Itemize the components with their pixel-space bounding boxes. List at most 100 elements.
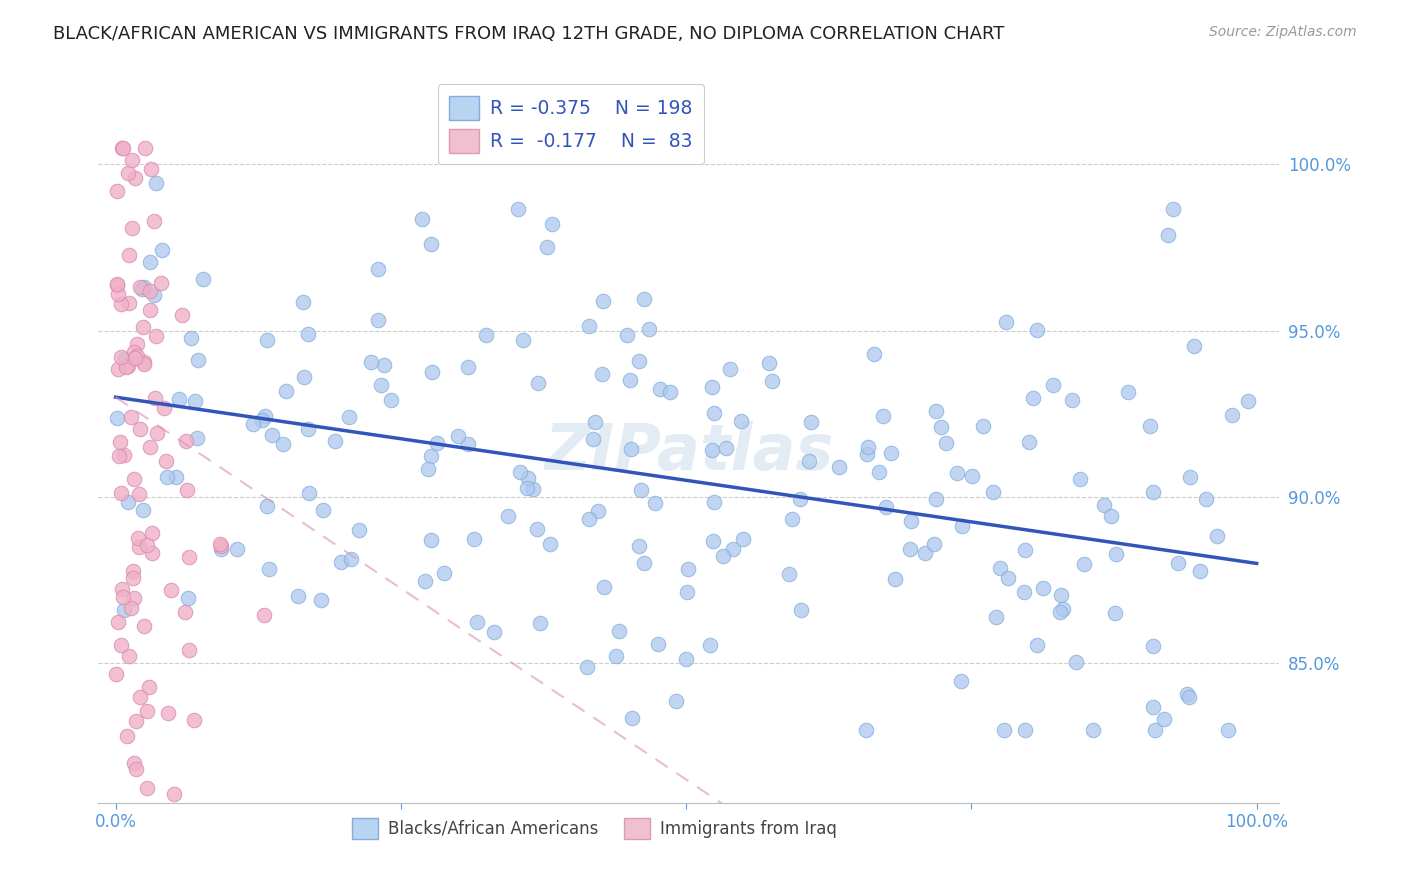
Point: [496, 509, 519, 524]
Point: [110, 350, 132, 364]
Point: [676, 562, 699, 576]
Point: [575, 660, 598, 674]
Point: [1073, 558, 1095, 572]
Point: [1143, 723, 1166, 737]
Point: [250, 413, 273, 427]
Point: [117, 359, 139, 373]
Point: [183, 713, 205, 727]
Point: [256, 499, 278, 513]
Point: [929, 419, 952, 434]
Point: [209, 537, 232, 551]
Point: [150, 243, 173, 257]
Point: [367, 313, 389, 327]
Point: [128, 487, 150, 501]
Point: [187, 352, 209, 367]
Point: [583, 415, 606, 429]
Text: BLACK/AFRICAN AMERICAN VS IMMIGRANTS FROM IRAQ 12TH GRADE, NO DIPLOMA CORRELATIO: BLACK/AFRICAN AMERICAN VS IMMIGRANTS FRO…: [53, 25, 1005, 43]
Point: [292, 370, 315, 384]
Point: [419, 237, 441, 252]
Point: [703, 495, 725, 509]
Point: [420, 449, 443, 463]
Point: [132, 619, 155, 633]
Point: [1157, 227, 1180, 242]
Point: [337, 410, 360, 425]
Point: [114, 448, 136, 462]
Point: [118, 296, 141, 310]
Point: [647, 637, 669, 651]
Point: [122, 591, 145, 606]
Point: [993, 723, 1015, 737]
Point: [108, 449, 131, 463]
Point: [790, 602, 813, 616]
Point: [124, 351, 146, 365]
Point: [347, 524, 370, 538]
Point: [586, 504, 609, 518]
Point: [718, 362, 741, 376]
Point: [117, 495, 139, 509]
Point: [914, 546, 936, 560]
Point: [482, 624, 505, 639]
Point: [527, 376, 550, 390]
Point: [297, 327, 319, 342]
Point: [107, 361, 129, 376]
Point: [950, 674, 973, 689]
Legend: Blacks/African Americans, Immigrants from Iraq: Blacks/African Americans, Immigrants fro…: [344, 811, 844, 846]
Point: [526, 522, 548, 536]
Point: [797, 454, 820, 468]
Point: [132, 320, 155, 334]
Point: [1026, 323, 1049, 337]
Point: [209, 541, 232, 556]
Point: [170, 308, 193, 322]
Point: [141, 162, 163, 177]
Point: [1032, 582, 1054, 596]
Point: [122, 472, 145, 486]
Point: [415, 574, 437, 588]
Point: [419, 533, 441, 547]
Point: [1139, 419, 1161, 434]
Point: [145, 329, 167, 343]
Point: [125, 337, 148, 351]
Point: [132, 280, 155, 294]
Point: [167, 392, 190, 406]
Point: [879, 446, 901, 460]
Point: [135, 704, 157, 718]
Point: [117, 729, 139, 743]
Point: [370, 378, 392, 392]
Point: [226, 542, 249, 557]
Point: [121, 220, 143, 235]
Point: [925, 403, 948, 417]
Point: [311, 502, 333, 516]
Point: [121, 153, 143, 167]
Point: [177, 643, 200, 657]
Point: [107, 287, 129, 301]
Point: [260, 428, 283, 442]
Point: [107, 615, 129, 629]
Text: Source: ZipAtlas.com: Source: ZipAtlas.com: [1209, 25, 1357, 39]
Point: [1178, 690, 1201, 704]
Point: [578, 512, 600, 526]
Point: [761, 374, 783, 388]
Point: [174, 434, 197, 448]
Point: [1161, 202, 1184, 216]
Point: [1052, 602, 1074, 616]
Point: [856, 447, 879, 461]
Point: [1205, 529, 1227, 543]
Point: [177, 591, 200, 605]
Point: [121, 564, 143, 578]
Point: [191, 272, 214, 286]
Point: [1237, 394, 1260, 409]
Point: [418, 462, 440, 476]
Point: [1175, 687, 1198, 701]
Point: [1014, 585, 1036, 599]
Point: [633, 556, 655, 570]
Point: [994, 315, 1017, 329]
Point: [714, 441, 737, 455]
Point: [538, 537, 561, 551]
Point: [124, 171, 146, 186]
Point: [1104, 606, 1126, 620]
Point: [125, 349, 148, 363]
Point: [124, 344, 146, 359]
Point: [1142, 484, 1164, 499]
Point: [110, 485, 132, 500]
Point: [1049, 605, 1071, 619]
